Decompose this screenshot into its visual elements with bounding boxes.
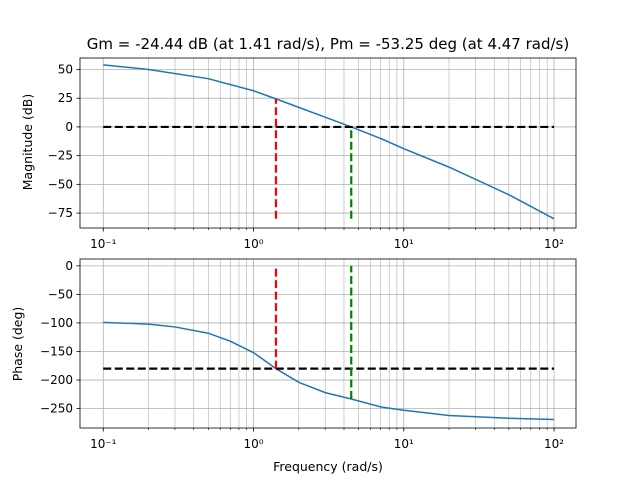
magnitude-x-tick-label: 10¹: [394, 237, 414, 251]
magnitude-panel: 50 25 0 −25 −50 −75 10⁻¹ 10⁰ 10¹ 10²: [48, 57, 577, 251]
phase-x-tick-label: 10⁻¹: [90, 437, 117, 451]
phase-y-tick-label: −150: [40, 344, 73, 358]
phase-y-tick-label: −100: [40, 316, 73, 330]
phase-y-tick-label: −200: [40, 373, 73, 387]
magnitude-y-tick-label: 0: [65, 120, 73, 134]
magnitude-y-tick-label: 25: [58, 91, 73, 105]
phase-x-tick-label: 10⁰: [243, 437, 263, 451]
phase-y-tick-label: −250: [40, 402, 73, 416]
phase-x-tick-label: 10²: [544, 437, 564, 451]
phase-axis-label: Phase (deg): [10, 307, 25, 382]
magnitude-x-tick-label: 10²: [544, 237, 564, 251]
phase-y-tick-label: 0: [65, 259, 73, 273]
phase-series-line: [103, 321, 555, 421]
magnitude-axis-label: Magnitude (dB): [20, 94, 35, 190]
chart-title: Gm = -24.44 dB (at 1.41 rad/s), Pm = -53…: [87, 35, 569, 53]
magnitude-series-line: [103, 64, 555, 220]
magnitude-x-tick-label: 10⁰: [243, 237, 263, 251]
magnitude-y-tick-label: 50: [58, 62, 73, 76]
magnitude-y-tick-label: −50: [48, 177, 73, 191]
magnitude-y-tick-label: −25: [48, 149, 73, 163]
magnitude-x-tick-label: 10⁻¹: [90, 237, 117, 251]
magnitude-y-tick-label: −75: [48, 206, 73, 220]
phase-panel: 0 −50 −100 −150 −200 −250 10⁻¹ 10⁰ 10¹ 10²: [40, 258, 577, 451]
frequency-axis-label: Frequency (rad/s): [273, 459, 383, 474]
phase-x-tick-label: 10¹: [394, 437, 414, 451]
phase-axes-frame: [79, 258, 577, 429]
phase-y-tick-label: −50: [48, 287, 73, 301]
magnitude-axes-frame: [79, 57, 577, 229]
